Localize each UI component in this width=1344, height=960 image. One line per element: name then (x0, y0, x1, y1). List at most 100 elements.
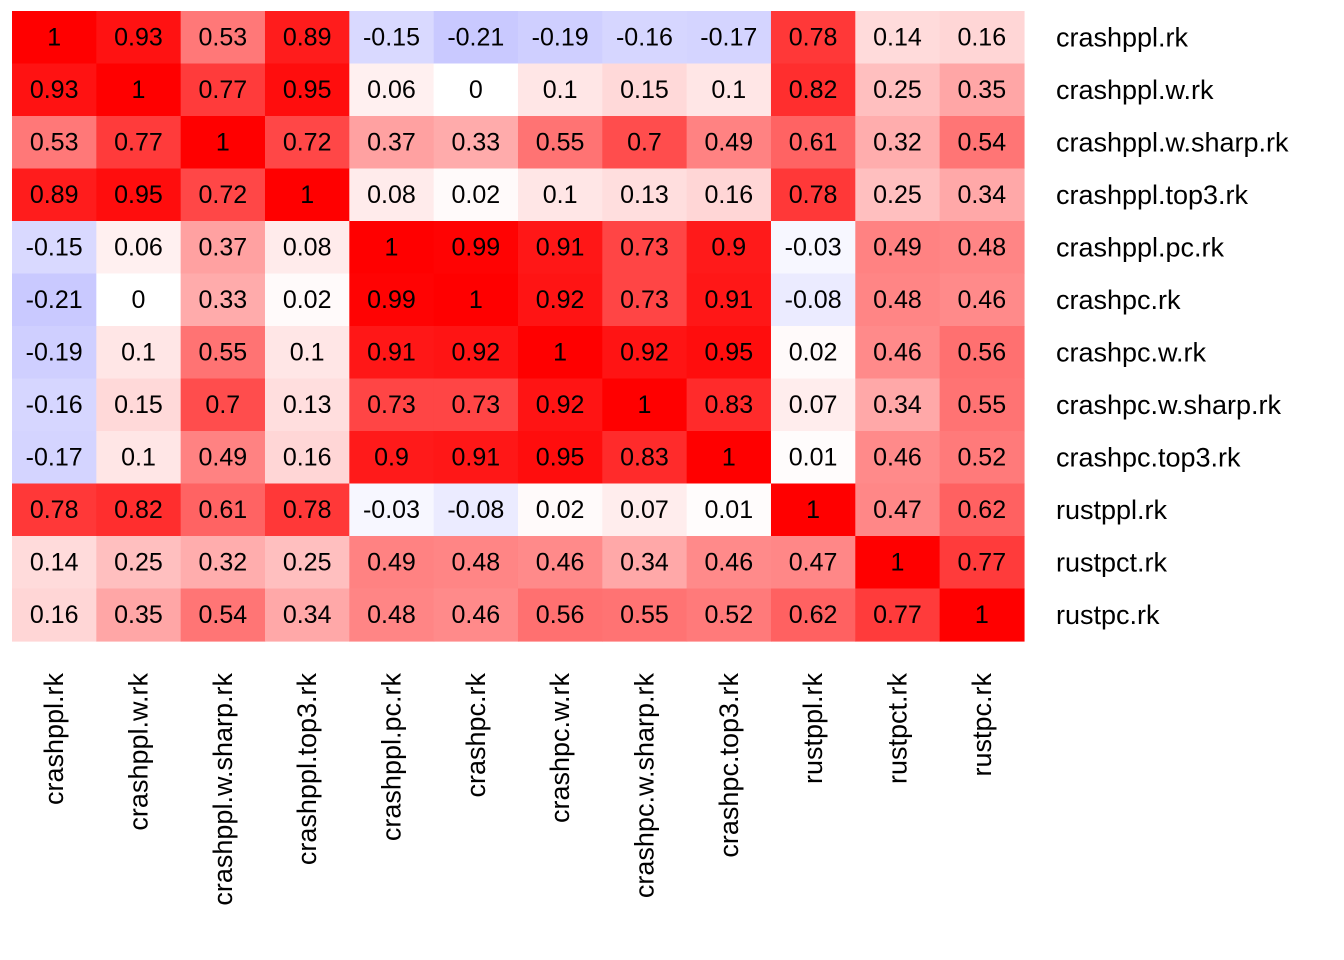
row-label: crashpc.w.sharp.rk (1056, 390, 1282, 420)
heatmap-cell (855, 168, 941, 222)
heatmap-cell (180, 273, 266, 327)
cell-value-label: 0.55 (620, 601, 669, 629)
heatmap-cell (602, 168, 688, 222)
cell-value-label: -0.19 (532, 23, 589, 51)
heatmap-cell (12, 11, 97, 65)
cell-value-label: 1 (300, 181, 314, 209)
row-labels: crashppl.rk crashppl.w.rk crashppl.w.sharp… (1056, 22, 1289, 630)
column-label: crashpc.w.rk (545, 673, 575, 824)
column-label: crashppl.w.sharp.rk (208, 673, 238, 906)
cell-value-label: 0.16 (704, 181, 753, 209)
cell-value-label: 0.9 (711, 233, 746, 261)
heatmap-cell (855, 536, 941, 590)
heatmap-cell (96, 221, 182, 275)
column-label: rustpc.rk (967, 673, 997, 777)
cell-value-label: 0.53 (30, 128, 79, 156)
cell-value-label: -0.08 (447, 496, 504, 524)
cell-value-label: 0.48 (957, 233, 1006, 261)
cell-value-label: 0.91 (536, 233, 585, 261)
cell-value-label: 0.34 (620, 548, 669, 576)
cell-value-label: 0.49 (873, 233, 922, 261)
cell-value-label: 0.78 (789, 23, 838, 51)
heatmap-cell (96, 483, 182, 537)
heatmap-cell (770, 326, 856, 380)
column-label: rustpct.rk (882, 673, 912, 785)
cell-value-label: 0.34 (873, 391, 922, 419)
cell-value-label: 0.37 (198, 233, 247, 261)
heatmap-cell (180, 326, 266, 380)
cell-value-label: 1 (469, 286, 483, 314)
cell-value-label: 0.7 (205, 391, 240, 419)
heatmap-cell (12, 431, 97, 485)
heatmap-cell (349, 483, 435, 537)
cell-value-label: -0.15 (363, 23, 420, 51)
column-label: crashpc.top3.rk (714, 673, 744, 858)
heatmap-cell (686, 326, 772, 380)
cell-value-label: 0.89 (30, 181, 79, 209)
cell-value-label: 0.46 (704, 548, 753, 576)
cell-value-label: 0.33 (451, 128, 500, 156)
cell-value-label: 0.32 (873, 128, 922, 156)
heatmap-cell (602, 11, 688, 65)
row-label: rustpc.rk (1056, 600, 1160, 630)
heatmap-cell (517, 483, 603, 537)
heatmap-cell (12, 326, 97, 380)
heatmap-cell (770, 483, 856, 537)
column-label: crashpc.rk (461, 673, 491, 798)
heatmap-cell (264, 483, 350, 537)
cell-value-label: 0.78 (789, 181, 838, 209)
cell-value-label: 0.02 (451, 181, 500, 209)
heatmap-cell (264, 536, 350, 590)
heatmap-cell (517, 63, 603, 117)
heatmap-cell (180, 588, 266, 642)
cell-value-label: 0.78 (30, 496, 79, 524)
cell-value-label: 0.15 (620, 76, 669, 104)
row-label: rustpct.rk (1056, 547, 1168, 577)
heatmap-cell (433, 483, 519, 537)
cell-value-label: 0.95 (536, 443, 585, 471)
heatmap-cell (180, 536, 266, 590)
cell-value-label: 0.1 (543, 76, 578, 104)
cell-value-label: 0.14 (30, 548, 79, 576)
heatmap-cell (602, 536, 688, 590)
column-label: crashppl.rk (39, 673, 69, 806)
cell-value-label: 0.1 (543, 181, 578, 209)
cell-value-label: 0.35 (114, 601, 163, 629)
heatmap-cell (96, 378, 182, 432)
heatmap-cell (349, 63, 435, 117)
cell-value-label: -0.03 (363, 496, 420, 524)
cell-value-label: 0.08 (283, 233, 332, 261)
heatmap-cell (349, 431, 435, 485)
cell-value-label: 0.1 (711, 76, 746, 104)
heatmap-cell (939, 378, 1025, 432)
cell-value-label: 0.55 (198, 338, 247, 366)
cell-value-label: 0.07 (789, 391, 838, 419)
heatmap-cell (96, 168, 182, 222)
heatmap-cell (602, 221, 688, 275)
cell-value-label: 0.82 (114, 496, 163, 524)
cell-value-label: 0 (132, 286, 146, 314)
cell-value-label: 0.35 (957, 76, 1006, 104)
cell-value-label: 0.73 (620, 286, 669, 314)
heatmap-cell (433, 168, 519, 222)
cell-value-label: -0.16 (26, 391, 83, 419)
heatmap-cell (686, 168, 772, 222)
cell-value-label: 0.13 (283, 391, 332, 419)
heatmap-cell (264, 273, 350, 327)
cell-value-label: 0.14 (873, 23, 922, 51)
heatmap-cell (12, 116, 97, 170)
heatmap-cell (264, 378, 350, 432)
cell-value-label: 0.54 (198, 601, 247, 629)
cell-value-label: 0.02 (283, 286, 332, 314)
cell-value-label: 0.54 (957, 128, 1006, 156)
cell-value-label: 0.13 (620, 181, 669, 209)
cell-value-label: 1 (553, 338, 567, 366)
cell-value-label: 0.92 (451, 338, 500, 366)
cell-value-label: 1 (975, 601, 989, 629)
cell-value-label: 0.77 (114, 128, 163, 156)
cell-value-label: 0.95 (704, 338, 753, 366)
heatmap-cell (349, 588, 435, 642)
heatmap-cell (517, 273, 603, 327)
heatmap-cell (96, 11, 182, 65)
cell-value-label: 0.15 (114, 391, 163, 419)
